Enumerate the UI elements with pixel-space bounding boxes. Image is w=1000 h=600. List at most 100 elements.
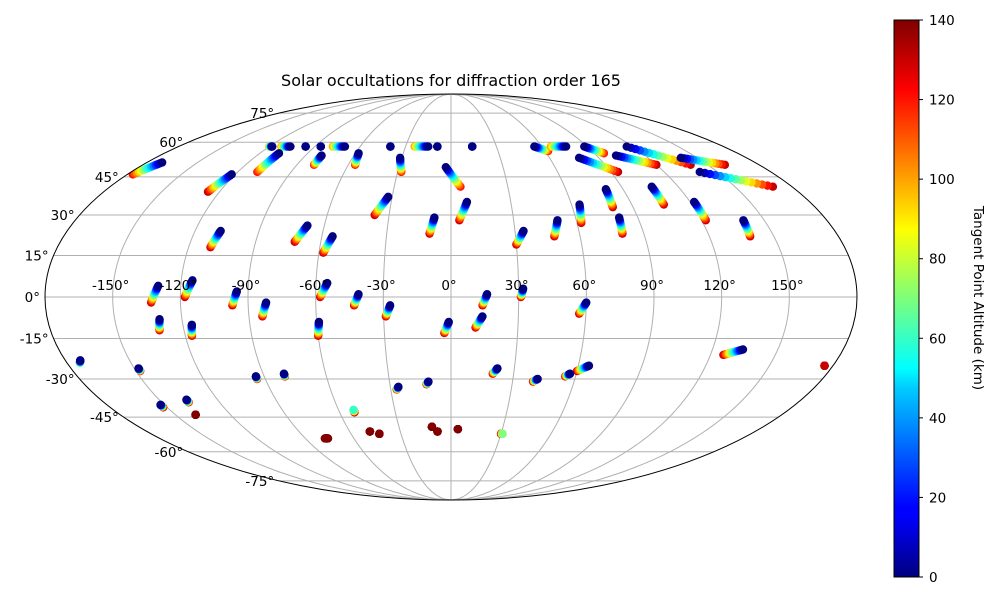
data-point [433, 427, 442, 436]
data-point [328, 232, 337, 241]
meridian-line [450, 94, 790, 500]
data-point [518, 284, 528, 293]
longitude-label: -30° [367, 278, 396, 294]
data-point [647, 182, 656, 191]
latitude-label: 75° [250, 106, 274, 122]
data-point [384, 192, 393, 202]
occultation-track [206, 226, 225, 252]
colorbar: 0 20 40 60 80 100 120 140 Tangent Point Altitud… [893, 13, 986, 586]
data-point [317, 151, 326, 160]
data-point [157, 158, 167, 167]
longitude-label: -90° [232, 278, 261, 294]
occultation-track [496, 429, 507, 439]
data-point [611, 151, 621, 160]
latitude-label: 45° [95, 170, 119, 186]
occultation-track [128, 158, 167, 179]
data-point [582, 298, 591, 307]
data-point [232, 287, 241, 296]
occultation-track [574, 153, 623, 177]
occultation-track [395, 153, 406, 177]
data-point [323, 434, 333, 443]
longitude-label: -60° [299, 278, 328, 294]
data-point [340, 142, 350, 151]
occultation-track [647, 182, 669, 209]
data-point [584, 361, 594, 370]
data-point [274, 149, 284, 158]
occultation-track [689, 197, 710, 225]
chart-title: Solar occultations for diffraction order… [281, 71, 621, 90]
occultation-track [471, 312, 487, 332]
data-point [385, 301, 395, 310]
data-point [676, 153, 686, 163]
occultation-track [258, 298, 271, 321]
data-point [354, 290, 363, 299]
data-point [187, 320, 197, 329]
occultation-track [719, 345, 748, 360]
occultation-track [265, 142, 277, 151]
occultation-track [156, 400, 168, 412]
data-point [424, 142, 433, 151]
data-point [441, 162, 450, 172]
meridian-line [382, 94, 452, 500]
data-point [251, 372, 261, 381]
occultation-track [739, 216, 755, 241]
data-point [268, 142, 277, 151]
occultation-track [370, 192, 393, 220]
meridian-line [247, 94, 452, 500]
occultation-track [279, 369, 290, 381]
occultation-track [574, 298, 591, 318]
colorbar-tick-label: 80 [929, 252, 946, 268]
data-point [227, 170, 236, 179]
data-point [433, 142, 442, 151]
data-point [614, 213, 624, 222]
occultation-track [453, 424, 463, 434]
data-point [462, 197, 472, 207]
occultation-track [180, 276, 197, 302]
longitude-label: -150° [92, 278, 129, 294]
data-point [314, 317, 324, 327]
occultation-track [381, 301, 395, 321]
occultation-track [575, 200, 586, 228]
occultation-track [155, 315, 164, 335]
occultation-track [309, 151, 326, 170]
occultation-tracks [75, 142, 829, 443]
data-point [316, 142, 325, 151]
latitude-label: -30° [46, 372, 75, 388]
data-point [820, 361, 829, 370]
data-point [386, 142, 395, 151]
occultation-track [349, 405, 359, 417]
occultation-track [441, 162, 465, 191]
data-point [601, 185, 611, 194]
data-point [156, 400, 165, 409]
latitude-label: 60° [159, 135, 183, 151]
data-point [468, 142, 477, 151]
data-point [155, 315, 164, 324]
occultation-track [386, 142, 395, 151]
colorbar-gradient [893, 19, 920, 578]
data-point [354, 149, 363, 158]
occultation-track [601, 185, 617, 212]
occultation-track [328, 142, 350, 151]
colorbar-tick-label: 0 [929, 570, 938, 586]
occultation-track [277, 142, 295, 151]
data-point [482, 290, 492, 299]
occultation-track [695, 167, 778, 191]
colorbar-tick-label: 60 [929, 331, 946, 347]
occultation-track [182, 395, 193, 407]
data-point [430, 213, 439, 222]
data-point [216, 226, 225, 236]
meridian-line [179, 94, 452, 500]
data-point [478, 312, 487, 321]
occultation-track [614, 213, 627, 238]
data-point [395, 153, 405, 163]
data-point [561, 142, 571, 151]
data-point [394, 382, 403, 392]
colorbar-tick-label: 40 [929, 411, 946, 427]
occultation-track [422, 377, 433, 389]
data-point [154, 281, 163, 291]
occultation-track [622, 142, 695, 170]
data-point [261, 298, 271, 307]
meridian-line [450, 94, 655, 500]
data-point [493, 364, 502, 373]
